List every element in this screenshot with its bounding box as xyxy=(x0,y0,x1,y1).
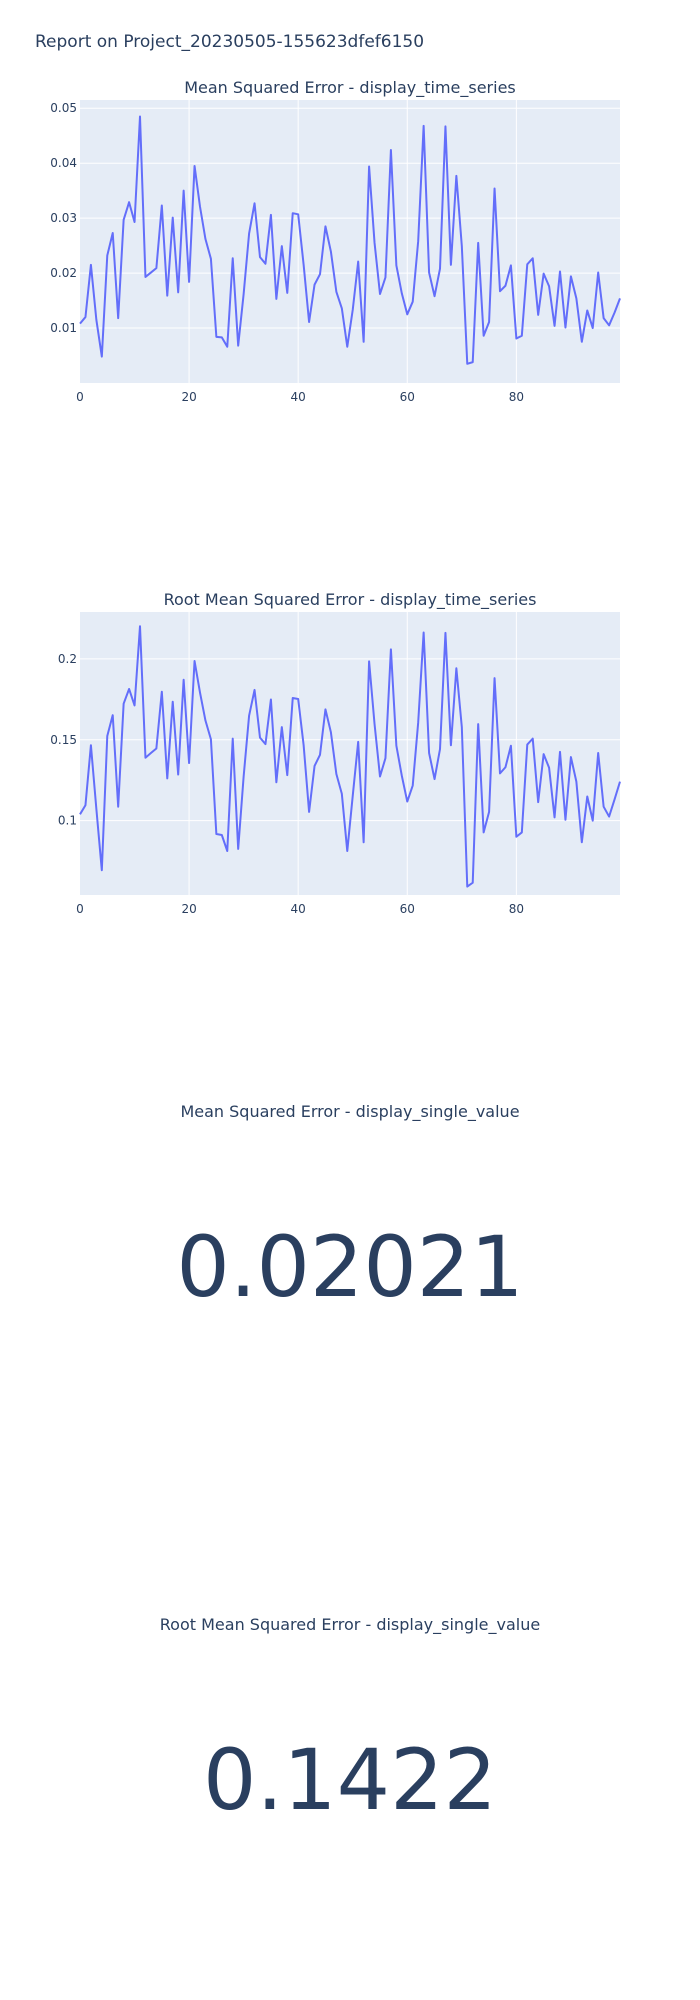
series-line xyxy=(79,625,621,888)
report-title: Report on Project_20230505-155623dfef615… xyxy=(35,32,425,52)
y-tick-label: 0.04 xyxy=(50,156,77,170)
rmse-single-value: 0.1422 xyxy=(203,1731,497,1829)
plot-area xyxy=(80,100,620,383)
y-tick-label: 0.02 xyxy=(50,266,77,280)
x-tick-label: 40 xyxy=(291,390,306,404)
rmse-time-series-chart: 0 20 40 60 80 0.1 0.15 0.2 xyxy=(50,612,621,916)
rmse-chart-title: Root Mean Squared Error - display_time_s… xyxy=(163,590,537,609)
x-tick-label: 40 xyxy=(291,902,306,916)
y-tick-label: 0.05 xyxy=(50,101,77,115)
series-line xyxy=(79,115,621,365)
x-tick-label: 0 xyxy=(76,390,84,404)
y-tick-label: 0.2 xyxy=(58,652,77,666)
y-tick-label: 0.03 xyxy=(50,211,77,225)
x-tick-label: 20 xyxy=(181,390,196,404)
y-tick-label: 0.01 xyxy=(50,321,77,335)
x-tick-label: 80 xyxy=(509,390,524,404)
x-tick-label: 20 xyxy=(181,902,196,916)
plot-area xyxy=(80,612,620,895)
x-tick-label: 60 xyxy=(400,390,415,404)
mse-time-series-chart: 0 20 40 60 80 0.01 0.02 0.03 0.04 0.05 xyxy=(50,100,621,404)
x-tick-label: 80 xyxy=(509,902,524,916)
mse-single-value-title: Mean Squared Error - display_single_valu… xyxy=(180,1102,520,1121)
x-tick-label: 0 xyxy=(76,902,84,916)
y-tick-label: 0.1 xyxy=(58,814,77,828)
mse-chart-title: Mean Squared Error - display_time_series xyxy=(184,78,516,97)
y-tick-label: 0.15 xyxy=(50,733,77,747)
mse-single-value: 0.02021 xyxy=(176,1218,524,1316)
x-tick-label: 60 xyxy=(400,902,415,916)
rmse-single-value-title: Root Mean Squared Error - display_single… xyxy=(159,1615,541,1634)
